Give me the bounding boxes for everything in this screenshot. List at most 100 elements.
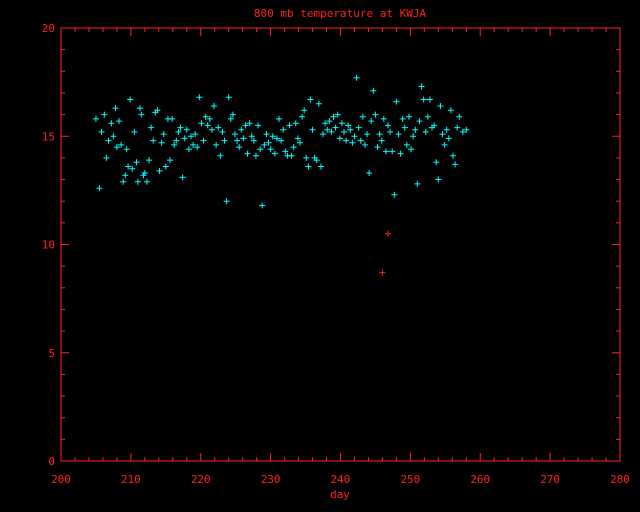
- data-point: [96, 185, 103, 192]
- data-point: [368, 118, 375, 125]
- data-point: [322, 120, 329, 127]
- data-point: [420, 96, 427, 103]
- data-point: [244, 150, 251, 157]
- data-point: [227, 115, 234, 122]
- x-tick-label: 230: [261, 473, 281, 486]
- data-point: [261, 141, 268, 148]
- data-point: [288, 152, 295, 159]
- data-point: [326, 118, 333, 125]
- data-point: [98, 128, 105, 135]
- data-point: [171, 141, 178, 148]
- data-point: [445, 135, 452, 142]
- x-tick-label: 270: [540, 473, 560, 486]
- data-point: [307, 96, 314, 103]
- data-point: [231, 131, 238, 138]
- x-tick-label: 200: [51, 473, 71, 486]
- data-point: [452, 161, 459, 168]
- data-point: [292, 120, 299, 127]
- data-point: [110, 133, 117, 140]
- data-point: [380, 115, 387, 122]
- data-point: [154, 107, 161, 114]
- data-point: [112, 105, 119, 112]
- data-point: [349, 139, 356, 146]
- data-point: [385, 122, 392, 129]
- data-point: [305, 163, 312, 170]
- data-point: [357, 137, 364, 144]
- data-point: [280, 126, 287, 133]
- data-point: [136, 105, 143, 112]
- data-point: [221, 137, 228, 144]
- data-point: [267, 146, 274, 153]
- data-point: [399, 115, 406, 122]
- data-point: [118, 141, 125, 148]
- data-point: [217, 152, 224, 159]
- data-point: [336, 135, 343, 142]
- data-point: [103, 154, 110, 161]
- data-point: [418, 83, 425, 90]
- data-point: [120, 178, 127, 185]
- data-point: [169, 115, 176, 122]
- data-point: [405, 113, 412, 120]
- data-point: [456, 113, 463, 120]
- data-point: [133, 159, 140, 166]
- data-point: [389, 148, 396, 155]
- y-tick-label: 15: [42, 130, 55, 143]
- data-point: [162, 163, 169, 170]
- data-point: [148, 124, 155, 131]
- data-point: [122, 172, 129, 179]
- data-point: [410, 133, 417, 140]
- data-point: [296, 139, 303, 146]
- data-point: [334, 111, 341, 118]
- data-point: [215, 124, 222, 131]
- data-point: [431, 122, 438, 129]
- data-point: [113, 144, 120, 151]
- data-point: [131, 128, 138, 135]
- data-point: [441, 141, 448, 148]
- data-point: [422, 128, 429, 135]
- data-point: [242, 122, 249, 129]
- data-point: [351, 133, 358, 140]
- data-point: [234, 137, 241, 144]
- data-point: [263, 131, 270, 138]
- data-point: [378, 137, 385, 144]
- data-point: [353, 74, 360, 81]
- data-point: [223, 198, 230, 205]
- data-point: [309, 126, 316, 133]
- data-point: [225, 94, 232, 101]
- data-point: [364, 131, 371, 138]
- data-point: [376, 131, 383, 138]
- x-axis-label: day: [330, 488, 350, 501]
- data-point: [459, 128, 466, 135]
- data-point: [338, 120, 345, 127]
- data-point: [108, 120, 115, 127]
- data-point: [200, 137, 207, 144]
- data-point: [105, 137, 112, 144]
- data-point: [397, 150, 404, 157]
- data-point: [435, 176, 442, 183]
- data-point: [252, 152, 259, 159]
- data-point: [447, 107, 454, 114]
- data-point: [198, 120, 205, 127]
- data-point: [202, 113, 209, 120]
- data-point: [236, 144, 243, 151]
- data-point: [138, 111, 145, 118]
- data-point: [273, 135, 280, 142]
- data-point: [412, 126, 419, 133]
- chart-title: 800 mb temperature at KWJA: [254, 7, 427, 20]
- x-tick-label: 280: [610, 473, 630, 486]
- y-tick-label: 0: [48, 455, 55, 468]
- data-point: [123, 146, 130, 153]
- data-point: [269, 133, 276, 140]
- data-point: [290, 144, 297, 151]
- data-point: [313, 157, 320, 164]
- data-point: [330, 113, 337, 120]
- data-point: [286, 122, 293, 129]
- data-point: [92, 115, 99, 122]
- data-point: [315, 100, 322, 107]
- data-point: [416, 118, 423, 125]
- data-point: [194, 144, 201, 151]
- data-point: [271, 150, 278, 157]
- data-point: [382, 148, 389, 155]
